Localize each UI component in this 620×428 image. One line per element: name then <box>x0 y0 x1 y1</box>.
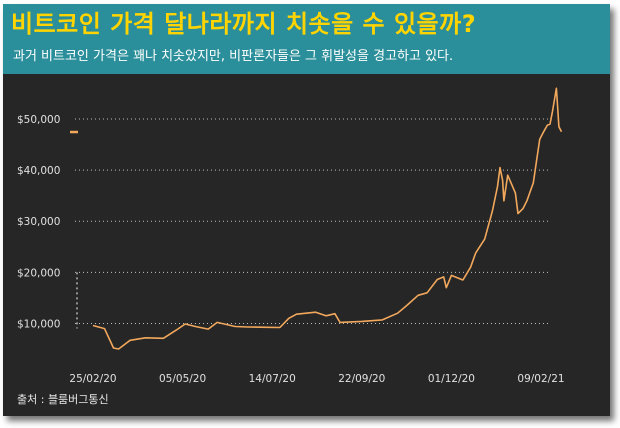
x-tick-label: 14/07/20 <box>249 373 296 385</box>
chart-title: 비트코인 가격 달나라까지 치솟을 수 있을까? <box>11 10 477 38</box>
x-tick-label: 25/02/20 <box>69 373 116 385</box>
x-tick-label: 05/05/20 <box>159 373 206 385</box>
markers <box>70 130 78 329</box>
chart-frame: 비트코인 가격 달나라까지 치솟을 수 있을까? 과거 비트코인 가격은 꽤나 … <box>3 4 610 416</box>
chart-header: 비트코인 가격 달나라까지 치솟을 수 있을까? 과거 비트코인 가격은 꽤나 … <box>3 4 610 74</box>
x-tick-label: 09/02/21 <box>517 373 564 385</box>
y-tick-label: $10,000 <box>17 318 60 330</box>
x-tick-label: 01/12/20 <box>428 373 475 385</box>
y-tick-label: $50,000 <box>17 114 60 126</box>
y-tick-label: $20,000 <box>17 267 60 279</box>
chart-subtitle: 과거 비트코인 가격은 꽤나 치솟았지만, 비판론자들은 그 휘발성을 경고하고… <box>13 49 454 64</box>
bitcoin-price-chart: $10,000 $20,000 $30,000 $40,000 $50,000 25/0… <box>17 87 565 385</box>
level-marker <box>70 130 78 134</box>
x-tick-label: 22/09/20 <box>338 373 385 385</box>
y-tick-label: $30,000 <box>17 216 60 228</box>
x-axis-ticks: 25/02/20 05/05/20 14/07/20 22/09/20 01/12/20… <box>69 373 564 385</box>
y-axis-ticks: $10,000 $20,000 $30,000 $40,000 $50,000 <box>17 114 60 330</box>
y-tick-label: $40,000 <box>17 165 60 177</box>
grid-lines <box>75 118 548 324</box>
source-note: 출처 : 블룸버그통신 <box>17 393 109 406</box>
price-line <box>92 87 563 350</box>
